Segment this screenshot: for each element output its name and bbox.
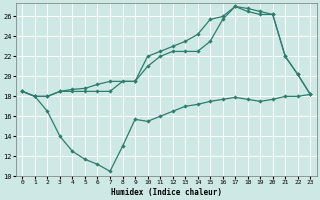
X-axis label: Humidex (Indice chaleur): Humidex (Indice chaleur) [111,188,222,197]
